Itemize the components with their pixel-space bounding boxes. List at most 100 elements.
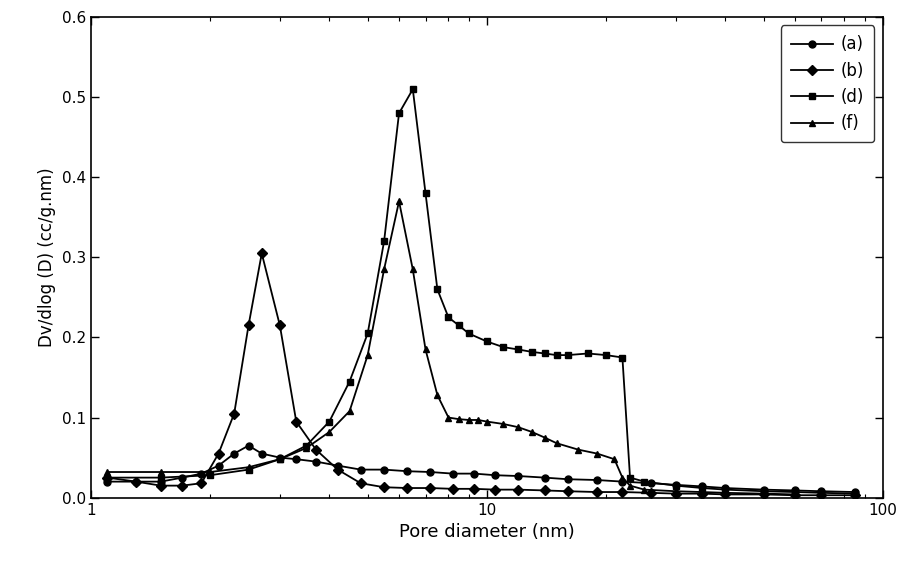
(d) (720, 486, 731, 493)
(d) (540, 350, 551, 357)
(a) (562, 476, 573, 483)
(d) (420, 190, 431, 197)
(b) (671, 490, 682, 497)
(f) (443, 414, 454, 421)
(f) (527, 428, 538, 435)
(b) (425, 484, 436, 491)
(b) (469, 486, 480, 492)
(f) (420, 346, 431, 353)
(d) (562, 352, 573, 359)
(d) (816, 490, 827, 496)
(b) (196, 480, 207, 487)
(b) (758, 491, 769, 498)
(d) (463, 330, 474, 337)
(a) (310, 458, 321, 465)
(f) (697, 488, 708, 495)
(f) (472, 416, 483, 423)
(a) (469, 470, 480, 477)
(d) (697, 484, 708, 491)
(d) (205, 472, 216, 479)
(a) (156, 478, 167, 485)
(b) (849, 492, 860, 499)
(d) (624, 474, 635, 481)
(d) (617, 354, 628, 361)
(f) (156, 468, 167, 475)
(d) (601, 352, 612, 359)
(b) (592, 488, 602, 495)
(d) (156, 474, 167, 481)
(f) (275, 456, 286, 463)
(f) (639, 486, 650, 493)
(f) (301, 444, 312, 451)
(a) (355, 466, 366, 473)
(d) (301, 442, 312, 449)
(f) (324, 428, 335, 435)
(d) (758, 488, 769, 495)
(a) (671, 482, 682, 488)
(d) (344, 378, 355, 385)
(a) (257, 450, 268, 457)
(a) (243, 442, 254, 449)
(a) (425, 468, 436, 475)
(f) (758, 490, 769, 497)
(f) (379, 266, 389, 273)
Line: (d): (d) (104, 86, 858, 497)
(a) (789, 487, 800, 494)
(d) (789, 488, 800, 495)
(f) (592, 450, 602, 457)
(b) (291, 418, 302, 425)
(b) (789, 492, 800, 499)
(a) (816, 488, 827, 495)
(b) (512, 486, 523, 493)
(f) (393, 198, 404, 205)
(b) (275, 322, 286, 329)
(b) (332, 466, 343, 473)
(a) (131, 478, 142, 485)
(f) (432, 392, 443, 399)
(d) (849, 490, 860, 497)
(b) (617, 488, 628, 495)
(d) (582, 350, 593, 357)
(a) (512, 472, 523, 479)
Line: (a): (a) (104, 442, 858, 495)
(d) (443, 314, 454, 321)
(d) (379, 238, 389, 245)
(a) (720, 484, 731, 491)
(d) (324, 418, 335, 425)
(d) (102, 474, 113, 481)
(a) (490, 472, 501, 479)
(f) (789, 491, 800, 498)
Y-axis label: Dv/dlog (D) (cc/g.nm): Dv/dlog (D) (cc/g.nm) (38, 168, 56, 347)
(d) (243, 466, 254, 473)
(b) (257, 250, 268, 257)
Line: (b): (b) (104, 250, 858, 499)
(d) (453, 322, 464, 329)
(a) (291, 456, 302, 463)
(a) (379, 466, 389, 473)
(a) (758, 486, 769, 493)
(b) (228, 410, 239, 417)
(d) (393, 110, 404, 117)
(b) (213, 450, 224, 457)
(f) (481, 418, 492, 425)
X-axis label: Pore diameter (nm): Pore diameter (nm) (399, 523, 575, 541)
(b) (379, 484, 389, 491)
(a) (213, 462, 224, 469)
(a) (540, 474, 551, 481)
(a) (177, 474, 187, 481)
(d) (481, 338, 492, 345)
(f) (362, 352, 373, 359)
(b) (310, 446, 321, 453)
(a) (448, 470, 459, 477)
(f) (408, 266, 419, 273)
(b) (720, 491, 731, 498)
(a) (402, 468, 413, 475)
(b) (156, 482, 167, 489)
(b) (490, 486, 501, 493)
(f) (463, 416, 474, 423)
(f) (572, 446, 583, 453)
(a) (697, 483, 708, 490)
(b) (540, 487, 551, 494)
(b) (102, 474, 113, 481)
(d) (512, 346, 523, 353)
